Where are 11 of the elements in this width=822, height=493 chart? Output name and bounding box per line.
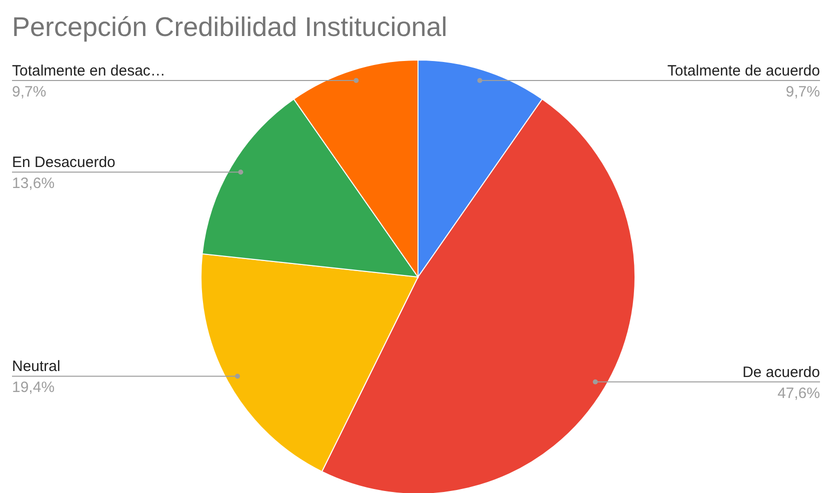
data-label: 19,4%	[12, 379, 55, 396]
slice-label: En Desacuerdo	[12, 154, 116, 172]
slice-label: Totalmente de acuerdo	[667, 62, 820, 80]
data-label: 9,7%	[786, 83, 820, 100]
slice-label: Neutral	[12, 358, 60, 376]
data-label: 13,6%	[12, 175, 55, 192]
slice-label: Totalmente en desac…	[12, 62, 166, 80]
data-label: 47,6%	[777, 384, 820, 402]
chart-title: Percepción Credibilidad Institucional	[12, 12, 448, 42]
data-label: 9,7%	[12, 83, 46, 100]
slice-label: De acuerdo	[742, 364, 820, 381]
